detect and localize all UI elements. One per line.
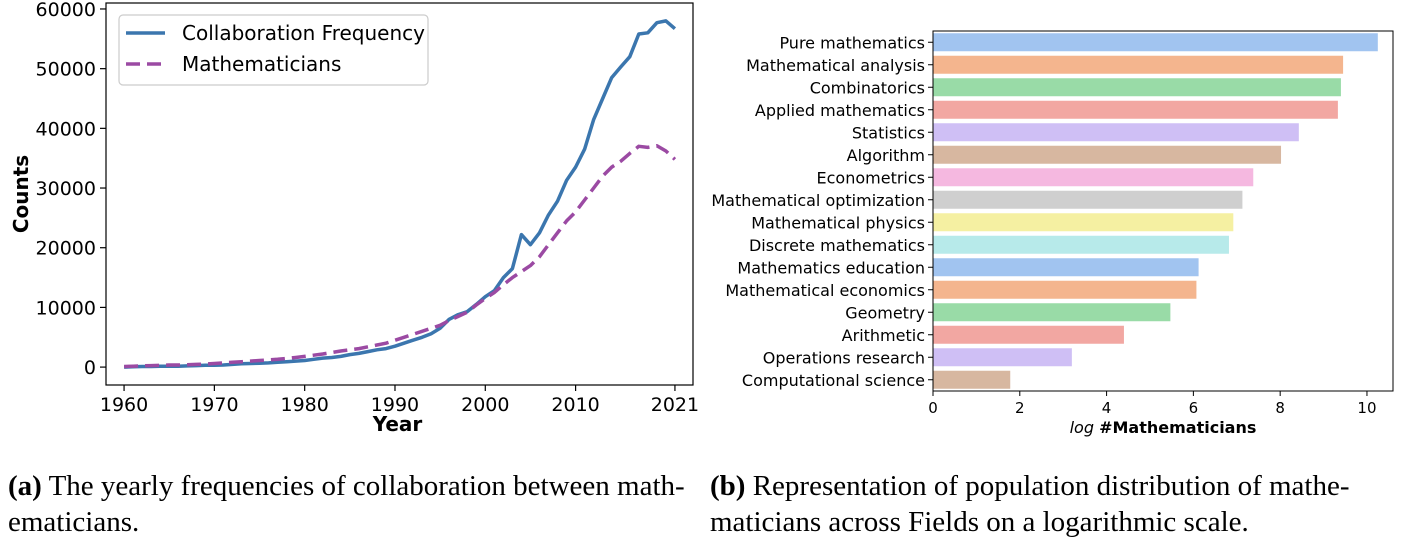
- category-label: Mathematical economics: [725, 281, 925, 300]
- category-label: Mathematics education: [737, 258, 925, 277]
- series-line-mathematicians: [124, 143, 677, 369]
- y-tick-label-a: 30000: [36, 178, 96, 200]
- y-tick-label-a: 0: [84, 357, 96, 379]
- caption-b-label: (b): [710, 470, 746, 502]
- category-label: Geometry: [845, 303, 925, 322]
- bar-combinatorics: [933, 78, 1341, 97]
- caption-a: (a) The yearly frequencies of collaborat…: [8, 468, 698, 540]
- y-tick-label-a: 60000: [36, 0, 96, 21]
- caption-a-line2: ematicians.: [8, 506, 140, 538]
- bar-pure-mathematics: [933, 33, 1378, 52]
- x-tick-label-b: 4: [1102, 399, 1112, 417]
- category-label: Mathematical analysis: [746, 56, 925, 75]
- y-tick-label-a: 20000: [36, 238, 96, 260]
- category-label: Computational science: [742, 371, 925, 390]
- category-label: Econometrics: [817, 168, 925, 187]
- y-tick-label-a: 50000: [36, 59, 96, 81]
- legend-label-0: Collaboration Frequency: [182, 21, 425, 45]
- line-chart-collaboration: 0 10000 20000 30000 40000 50000 60000 1960 1970 1…: [9, 0, 699, 436]
- legend-box-a: [118, 14, 429, 86]
- category-label: Mathematical physics: [751, 213, 925, 232]
- bar-statistics: [933, 123, 1299, 142]
- bar-algorithm: [933, 145, 1282, 164]
- y-tick-label-a: 10000: [36, 297, 96, 319]
- bar-computational-science: [933, 370, 1011, 389]
- category-label: Arithmetic: [842, 326, 925, 345]
- caption-a-label: (a): [8, 470, 42, 502]
- category-label: Operations research: [763, 348, 925, 367]
- bar-chart-fields: Pure mathematics Mathematical analysis Com…: [711, 30, 1394, 437]
- bar-mathematical-physics: [933, 213, 1234, 232]
- bar-econometrics: [933, 168, 1254, 187]
- x-axis-title-b: log #Mathematicians: [1070, 418, 1257, 437]
- x-tick-label-a: 1970: [190, 394, 238, 416]
- bar-mathematical-optimization: [933, 190, 1243, 209]
- x-tick-label-a: 2000: [461, 394, 509, 416]
- x-axis-title-a: Year: [372, 412, 423, 436]
- bar-discrete-mathematics: [933, 235, 1229, 254]
- category-label: Algorithm: [847, 146, 925, 165]
- x-tick-label-b: 8: [1275, 399, 1285, 417]
- caption-b: (b) Representation of population distrib…: [710, 468, 1402, 540]
- bar-operations-research: [933, 348, 1072, 367]
- caption-b-line1: Representation of population distributio…: [752, 470, 1350, 502]
- category-label: Discrete mathematics: [749, 236, 925, 255]
- caption-a-line1: The yearly frequencies of collaboration …: [48, 470, 685, 502]
- plot-frame-b: [932, 30, 1394, 392]
- category-label: Mathematical optimization: [711, 191, 925, 210]
- bar-mathematical-analysis: [933, 55, 1344, 74]
- x-tick-label-a: 1990: [371, 394, 419, 416]
- bar-applied-mathematics: [933, 100, 1338, 119]
- category-label: Statistics: [852, 123, 925, 142]
- category-label: Combinatorics: [810, 78, 925, 97]
- category-label: Applied mathematics: [755, 101, 925, 120]
- plot-frame-a: [105, 2, 694, 386]
- x-tick-label-b: 6: [1189, 399, 1199, 417]
- x-tick-label-a: 1960: [100, 394, 148, 416]
- x-axis-title-b-main: #Mathematicians: [1099, 418, 1256, 437]
- x-axis-title-b-prefix: log: [1070, 418, 1099, 437]
- x-tick-label-b: 0: [928, 399, 938, 417]
- bar-arithmetic: [933, 325, 1124, 344]
- y-axis-title-a: Counts: [9, 155, 33, 233]
- series-line-collaboration: [124, 19, 677, 369]
- legend-a: Collaboration Frequency Mathematicians: [118, 14, 429, 86]
- legend-label-1: Mathematicians: [182, 52, 341, 76]
- x-tick-label-b: 2: [1015, 399, 1025, 417]
- caption-b-line2: maticians across Fields on a logarithmic…: [710, 506, 1249, 538]
- x-tick-label-a: 2021: [651, 394, 699, 416]
- bar-geometry: [933, 303, 1171, 322]
- x-tick-label-b: 10: [1357, 399, 1376, 417]
- bar-mathematical-economics: [933, 280, 1197, 299]
- y-tick-label-a: 40000: [36, 118, 96, 140]
- bar-mathematics-education: [933, 258, 1199, 277]
- x-tick-label-a: 1980: [280, 394, 328, 416]
- category-label: Pure mathematics: [779, 33, 925, 52]
- x-tick-label-a: 2010: [551, 394, 599, 416]
